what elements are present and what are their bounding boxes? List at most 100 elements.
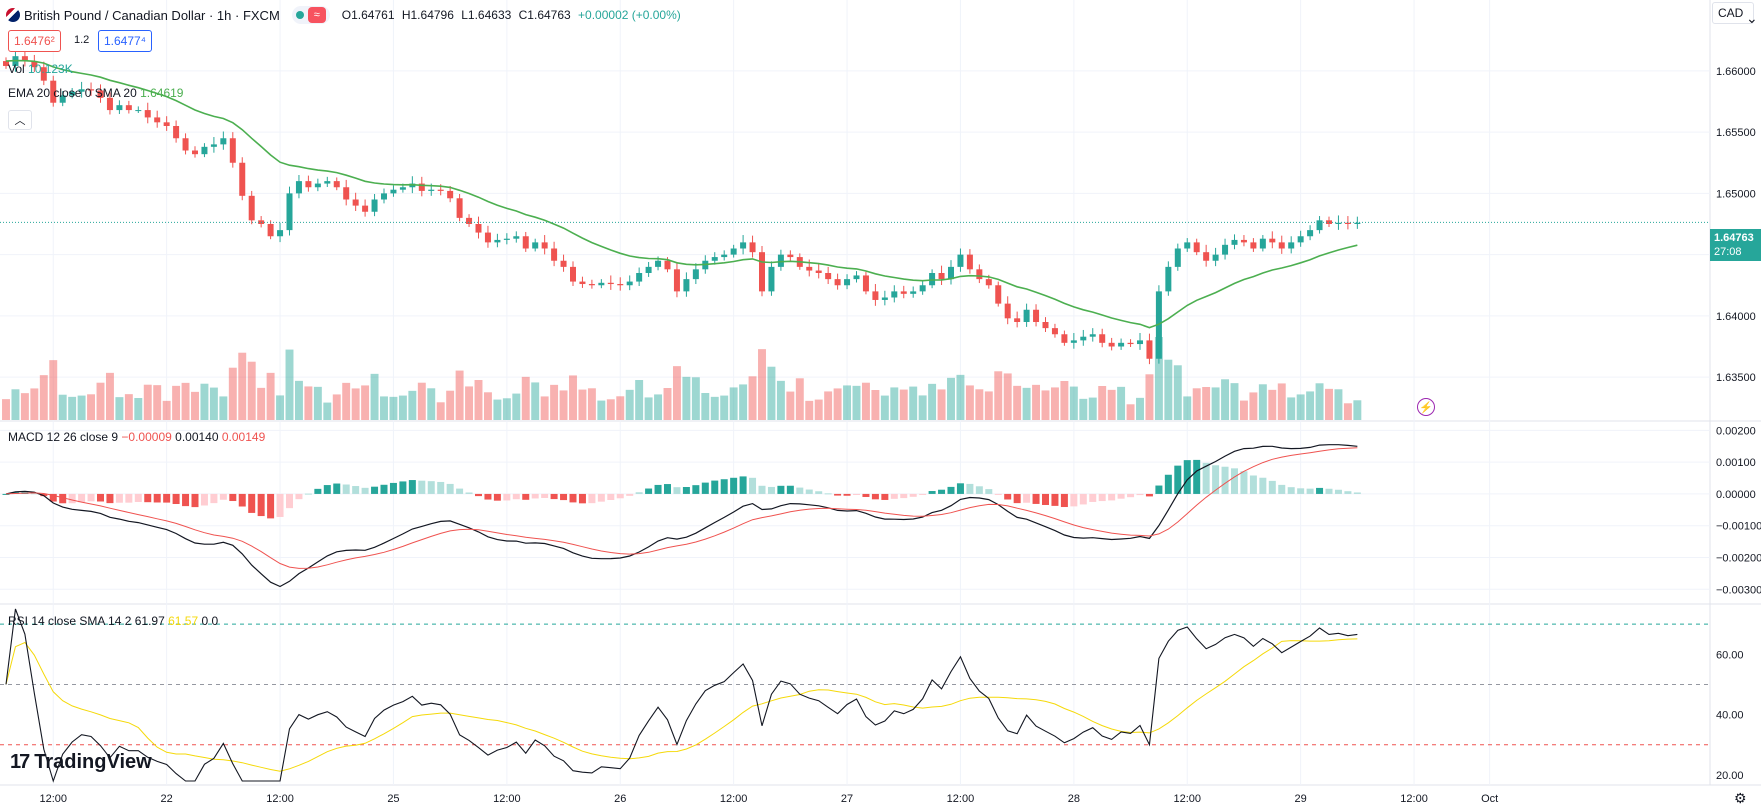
volume-bar	[380, 396, 388, 420]
volume-bar	[1088, 397, 1097, 420]
macd-histogram-bar	[1070, 493, 1078, 507]
chevron-down-icon[interactable]: ⌄	[1746, 10, 1758, 26]
macd-legend[interactable]: MACD 12 26 close 9 −0.00009 0.00140 0.00…	[8, 430, 265, 444]
time-tick-label: 28	[1068, 793, 1080, 805]
macd-histogram-bar	[1344, 491, 1352, 494]
candle-body	[929, 273, 936, 286]
macd-histogram-bar	[49, 493, 57, 502]
macd-histogram-bar	[994, 493, 1002, 495]
volume-bar	[1211, 387, 1220, 420]
candle-body	[40, 67, 47, 81]
volume-bar	[153, 385, 162, 420]
volume-bar	[1164, 359, 1173, 420]
macd-histogram-bar	[59, 493, 67, 504]
volume-bar	[956, 374, 965, 420]
volume-bar	[1315, 383, 1324, 420]
candle-body	[560, 260, 567, 267]
volume-bar	[767, 366, 776, 420]
volume-bar	[644, 397, 653, 420]
candle-body	[579, 281, 586, 285]
macd-histogram-bar	[87, 493, 95, 502]
market-status-pill[interactable]: ≈	[291, 6, 330, 24]
macd-histogram-bar	[163, 493, 171, 503]
symbol-title[interactable]: British Pound / Canadian Dollar · 1h · F…	[24, 7, 280, 23]
macd-histogram-bar	[512, 493, 520, 500]
macd-value: 0.00140	[175, 430, 219, 444]
macd-histogram-bar	[219, 493, 227, 500]
macd-histogram-bar	[437, 481, 445, 494]
current-price-tag: 1.64763 27:08	[1710, 229, 1761, 261]
currency-selector[interactable]: CAD	[1712, 2, 1754, 24]
volume-bar	[1013, 385, 1022, 420]
volume-bar	[266, 372, 275, 420]
macd-histogram-bar	[503, 493, 511, 501]
open-value: O1.64761	[341, 8, 395, 22]
volume-bar	[616, 396, 625, 420]
volume-bar	[1296, 394, 1305, 420]
time-tick-label: 25	[387, 793, 399, 805]
macd-histogram-bar	[153, 493, 161, 503]
volume-bar	[786, 391, 795, 420]
sell-button[interactable]: 1.6476²	[8, 30, 61, 52]
candle-body	[1222, 244, 1229, 255]
candle-body	[1155, 291, 1162, 359]
volume-value: 10.123K	[28, 62, 73, 76]
macd-histogram-bar	[966, 483, 974, 494]
time-tick-label: 27	[841, 793, 853, 805]
volume-bar	[1258, 384, 1267, 420]
ema-value: 1.64619	[140, 86, 184, 100]
candle-body	[1193, 242, 1200, 253]
volume-bar	[200, 383, 209, 420]
gear-icon[interactable]: ⚙	[1734, 790, 1747, 806]
volume-bar	[1334, 389, 1343, 420]
current-price-value: 1.64763	[1714, 232, 1754, 244]
volume-bar	[512, 393, 521, 420]
macd-histogram-bar	[1297, 488, 1305, 494]
macd-histogram-bar	[853, 493, 860, 496]
volume-bar	[124, 394, 133, 420]
candle-body	[277, 230, 284, 237]
macd-histogram-bar	[550, 493, 558, 500]
collapse-legend-button[interactable]: ︿	[8, 110, 32, 130]
candle-body	[343, 187, 350, 200]
volume-bar	[172, 385, 181, 420]
volume-bar	[928, 383, 937, 420]
candle-body	[381, 193, 387, 200]
macd-histogram-bar	[1202, 462, 1210, 494]
candle-body	[825, 273, 832, 280]
macd-hist-value: −0.00009	[121, 430, 172, 444]
candle-body	[1023, 309, 1030, 322]
ema-legend[interactable]: EMA 20 close 0 SMA 20 1.64619	[8, 86, 183, 100]
volume-bar	[219, 396, 228, 420]
volume-bar	[398, 395, 407, 420]
volume-bar	[748, 376, 757, 420]
volume-legend[interactable]: Vol 10.123K	[8, 62, 73, 76]
candle-body	[900, 291, 907, 294]
time-tick-label: 12:00	[1173, 793, 1201, 805]
time-tick-label: 12:00	[39, 793, 67, 805]
macd-histogram-bar	[919, 493, 927, 495]
macd-histogram-bar	[749, 477, 757, 494]
macd-histogram-bar	[635, 492, 643, 494]
candle-body	[1146, 340, 1153, 359]
volume-bar	[1192, 388, 1201, 420]
candle-body	[570, 266, 576, 282]
rsi-legend[interactable]: RSI 14 close SMA 14 2 61.97 61.57 0 0	[8, 614, 218, 628]
volume-bar	[701, 393, 710, 420]
lightning-icon[interactable]: ⚡	[1417, 398, 1435, 416]
macd-histogram-bar	[758, 485, 766, 494]
macd-histogram-bar	[531, 493, 539, 499]
rsi-tick-label: 20.00	[1716, 770, 1744, 782]
candle-body	[494, 239, 501, 243]
macd-histogram-bar	[786, 485, 794, 494]
tv-mark-icon: 17	[10, 751, 30, 773]
volume-bar	[96, 382, 105, 420]
candle-body	[1240, 239, 1247, 243]
buy-button[interactable]: 1.6477⁴	[98, 30, 152, 52]
chevron-up-icon: ︿	[14, 115, 26, 127]
candle-body	[1051, 328, 1058, 335]
macd-histogram-bar	[371, 486, 379, 494]
macd-histogram-bar	[1023, 493, 1031, 503]
candle-body	[995, 285, 1002, 304]
